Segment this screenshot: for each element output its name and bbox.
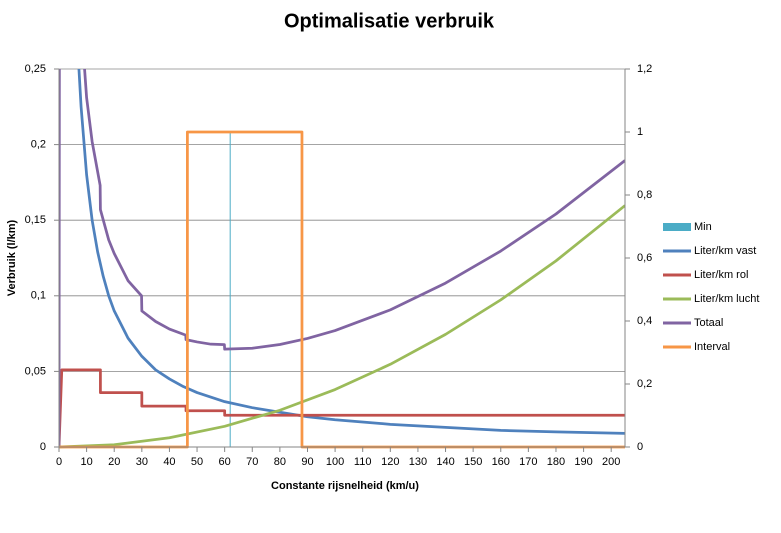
x-tick-label: 20: [108, 456, 120, 468]
legend-label: Min: [694, 221, 712, 233]
x-tick-label: 70: [246, 456, 258, 468]
series-line: [59, 368, 625, 448]
x-tick-label: 190: [574, 456, 592, 468]
y-tick-label: 0: [40, 441, 46, 453]
y-tick-label: 0,1: [31, 290, 46, 302]
x-tick-label: 0: [56, 456, 62, 468]
y-tick-label: 0,2: [31, 139, 46, 151]
y2-tick-label: 1,2: [637, 63, 652, 75]
x-tick-label: 110: [354, 456, 372, 468]
y2-tick-label: 0: [637, 441, 643, 453]
y2-tick-label: 1: [637, 126, 643, 138]
y2-tick-label: 0,2: [637, 378, 652, 390]
y-tick-label: 0,05: [25, 365, 46, 377]
y-axis-title: Verbruik (l/km): [6, 219, 18, 296]
legend-label: Liter/km vast: [694, 245, 756, 257]
series-line: [59, 130, 625, 449]
legend-label: Liter/km lucht: [694, 293, 759, 305]
x-tick-label: 140: [436, 456, 454, 468]
x-tick-label: 130: [409, 456, 427, 468]
y2-tick-label: 0,8: [637, 189, 652, 201]
legend-label: Interval: [694, 341, 730, 353]
y-tick-label: 0,15: [25, 214, 46, 226]
x-axis-title: Constante rijsnelheid (km/u): [271, 480, 419, 492]
legend-swatch: [663, 223, 691, 231]
legend-label: Liter/km rol: [694, 269, 748, 281]
y2-tick-label: 0,6: [637, 252, 652, 264]
series-line: [59, 69, 625, 448]
legend-label: Totaal: [694, 317, 723, 329]
axes: 0 0,05 0,1 0,15 0,2 0,25 0 0,2 0,4 0,6 0,8 1 1,2 0 10 2…: [25, 63, 653, 468]
y-tick-label: 0,25: [25, 63, 46, 75]
x-tick-label: 200: [602, 456, 620, 468]
series-line: [59, 204, 625, 449]
x-tick-label: 30: [136, 456, 148, 468]
x-tick-label: 100: [326, 456, 344, 468]
x-tick-label: 80: [274, 456, 286, 468]
x-tick-label: 120: [381, 456, 399, 468]
plot-area: [59, 69, 625, 449]
legend: Min Liter/km vast Liter/km rol Liter/km luc…: [663, 221, 759, 353]
y2-tick-label: 0,4: [637, 315, 652, 327]
chart-title: Optimalisatie verbruik: [284, 10, 495, 32]
x-tick-label: 180: [547, 456, 565, 468]
x-tick-label: 40: [163, 456, 175, 468]
x-tick-label: 50: [191, 456, 203, 468]
x-tick-label: 160: [492, 456, 510, 468]
grid: [59, 68, 625, 448]
x-tick-label: 90: [301, 456, 313, 468]
series-line: [77, 69, 625, 435]
x-tick-label: 60: [219, 456, 231, 468]
x-tick-label: 170: [519, 456, 537, 468]
x-tick-label: 10: [80, 456, 92, 468]
x-tick-label: 150: [464, 456, 482, 468]
